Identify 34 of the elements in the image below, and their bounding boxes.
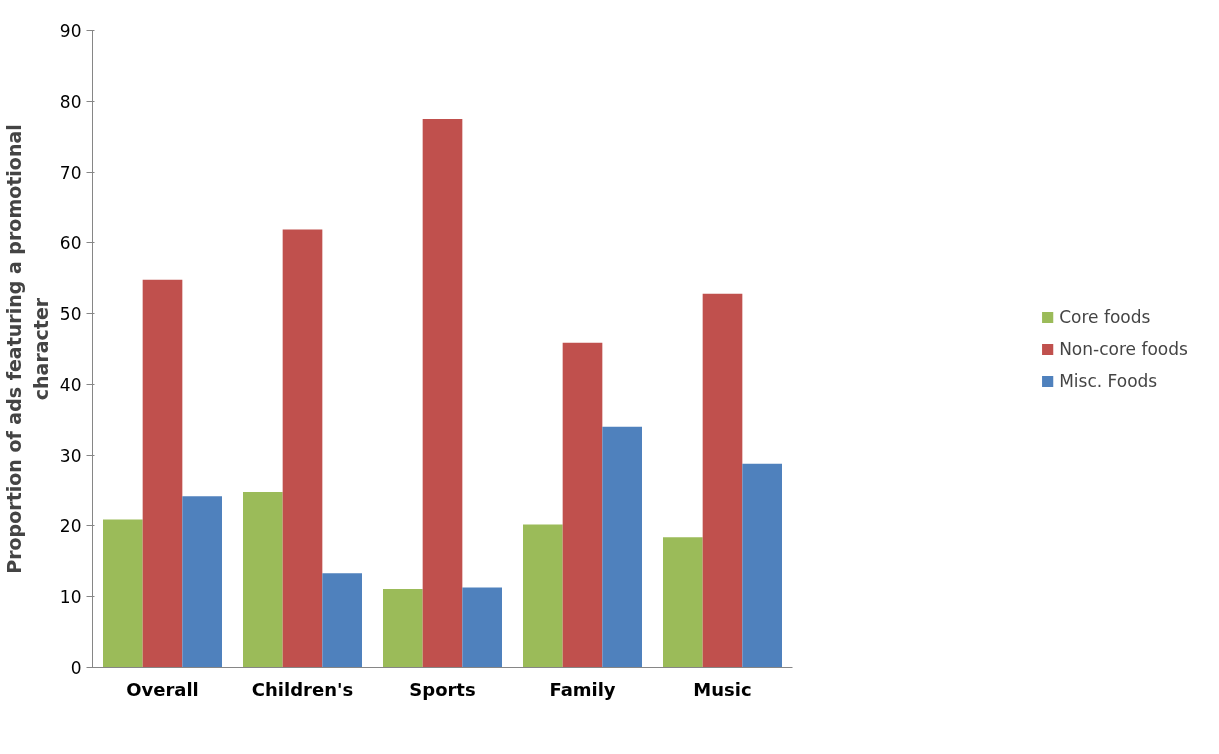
y-tick-label: 90 xyxy=(59,21,82,41)
y-tick-label: 30 xyxy=(59,445,82,466)
y-tick-label: 20 xyxy=(59,516,82,537)
bar xyxy=(182,496,222,668)
x-tick-label: Sports xyxy=(409,678,476,700)
legend-label: Misc. Foods xyxy=(1059,370,1158,391)
bar xyxy=(602,426,642,668)
x-tick-label: Family xyxy=(549,678,616,700)
x-tick-label: Children's xyxy=(251,678,354,700)
bar xyxy=(103,519,143,668)
y-tick-label: 70 xyxy=(59,162,82,183)
bar xyxy=(523,524,563,668)
bar xyxy=(383,588,423,668)
y-tick-label: 60 xyxy=(59,233,82,254)
x-tick-label: Music xyxy=(693,678,752,700)
y-tick-label: 80 xyxy=(59,91,82,112)
bar xyxy=(282,229,323,668)
bar xyxy=(562,342,603,668)
legend-label: Core foods xyxy=(1059,306,1151,327)
legend-label: Non-core foods xyxy=(1059,338,1188,359)
y-tick-label: 10 xyxy=(59,587,82,608)
bar xyxy=(742,463,782,668)
bar xyxy=(702,293,743,668)
y-tick-label: 50 xyxy=(59,304,82,325)
bar xyxy=(462,587,502,668)
bar xyxy=(243,491,283,668)
y-tick-label: 40 xyxy=(59,374,82,395)
y-tick-label: 0 xyxy=(70,658,82,678)
bar xyxy=(422,118,463,668)
x-tick-label: Overall xyxy=(126,678,199,700)
bar xyxy=(322,573,362,668)
y-axis-title: Proportion of ads featuring a promotional character xyxy=(3,124,52,574)
bar xyxy=(142,279,183,668)
bar xyxy=(663,537,703,668)
